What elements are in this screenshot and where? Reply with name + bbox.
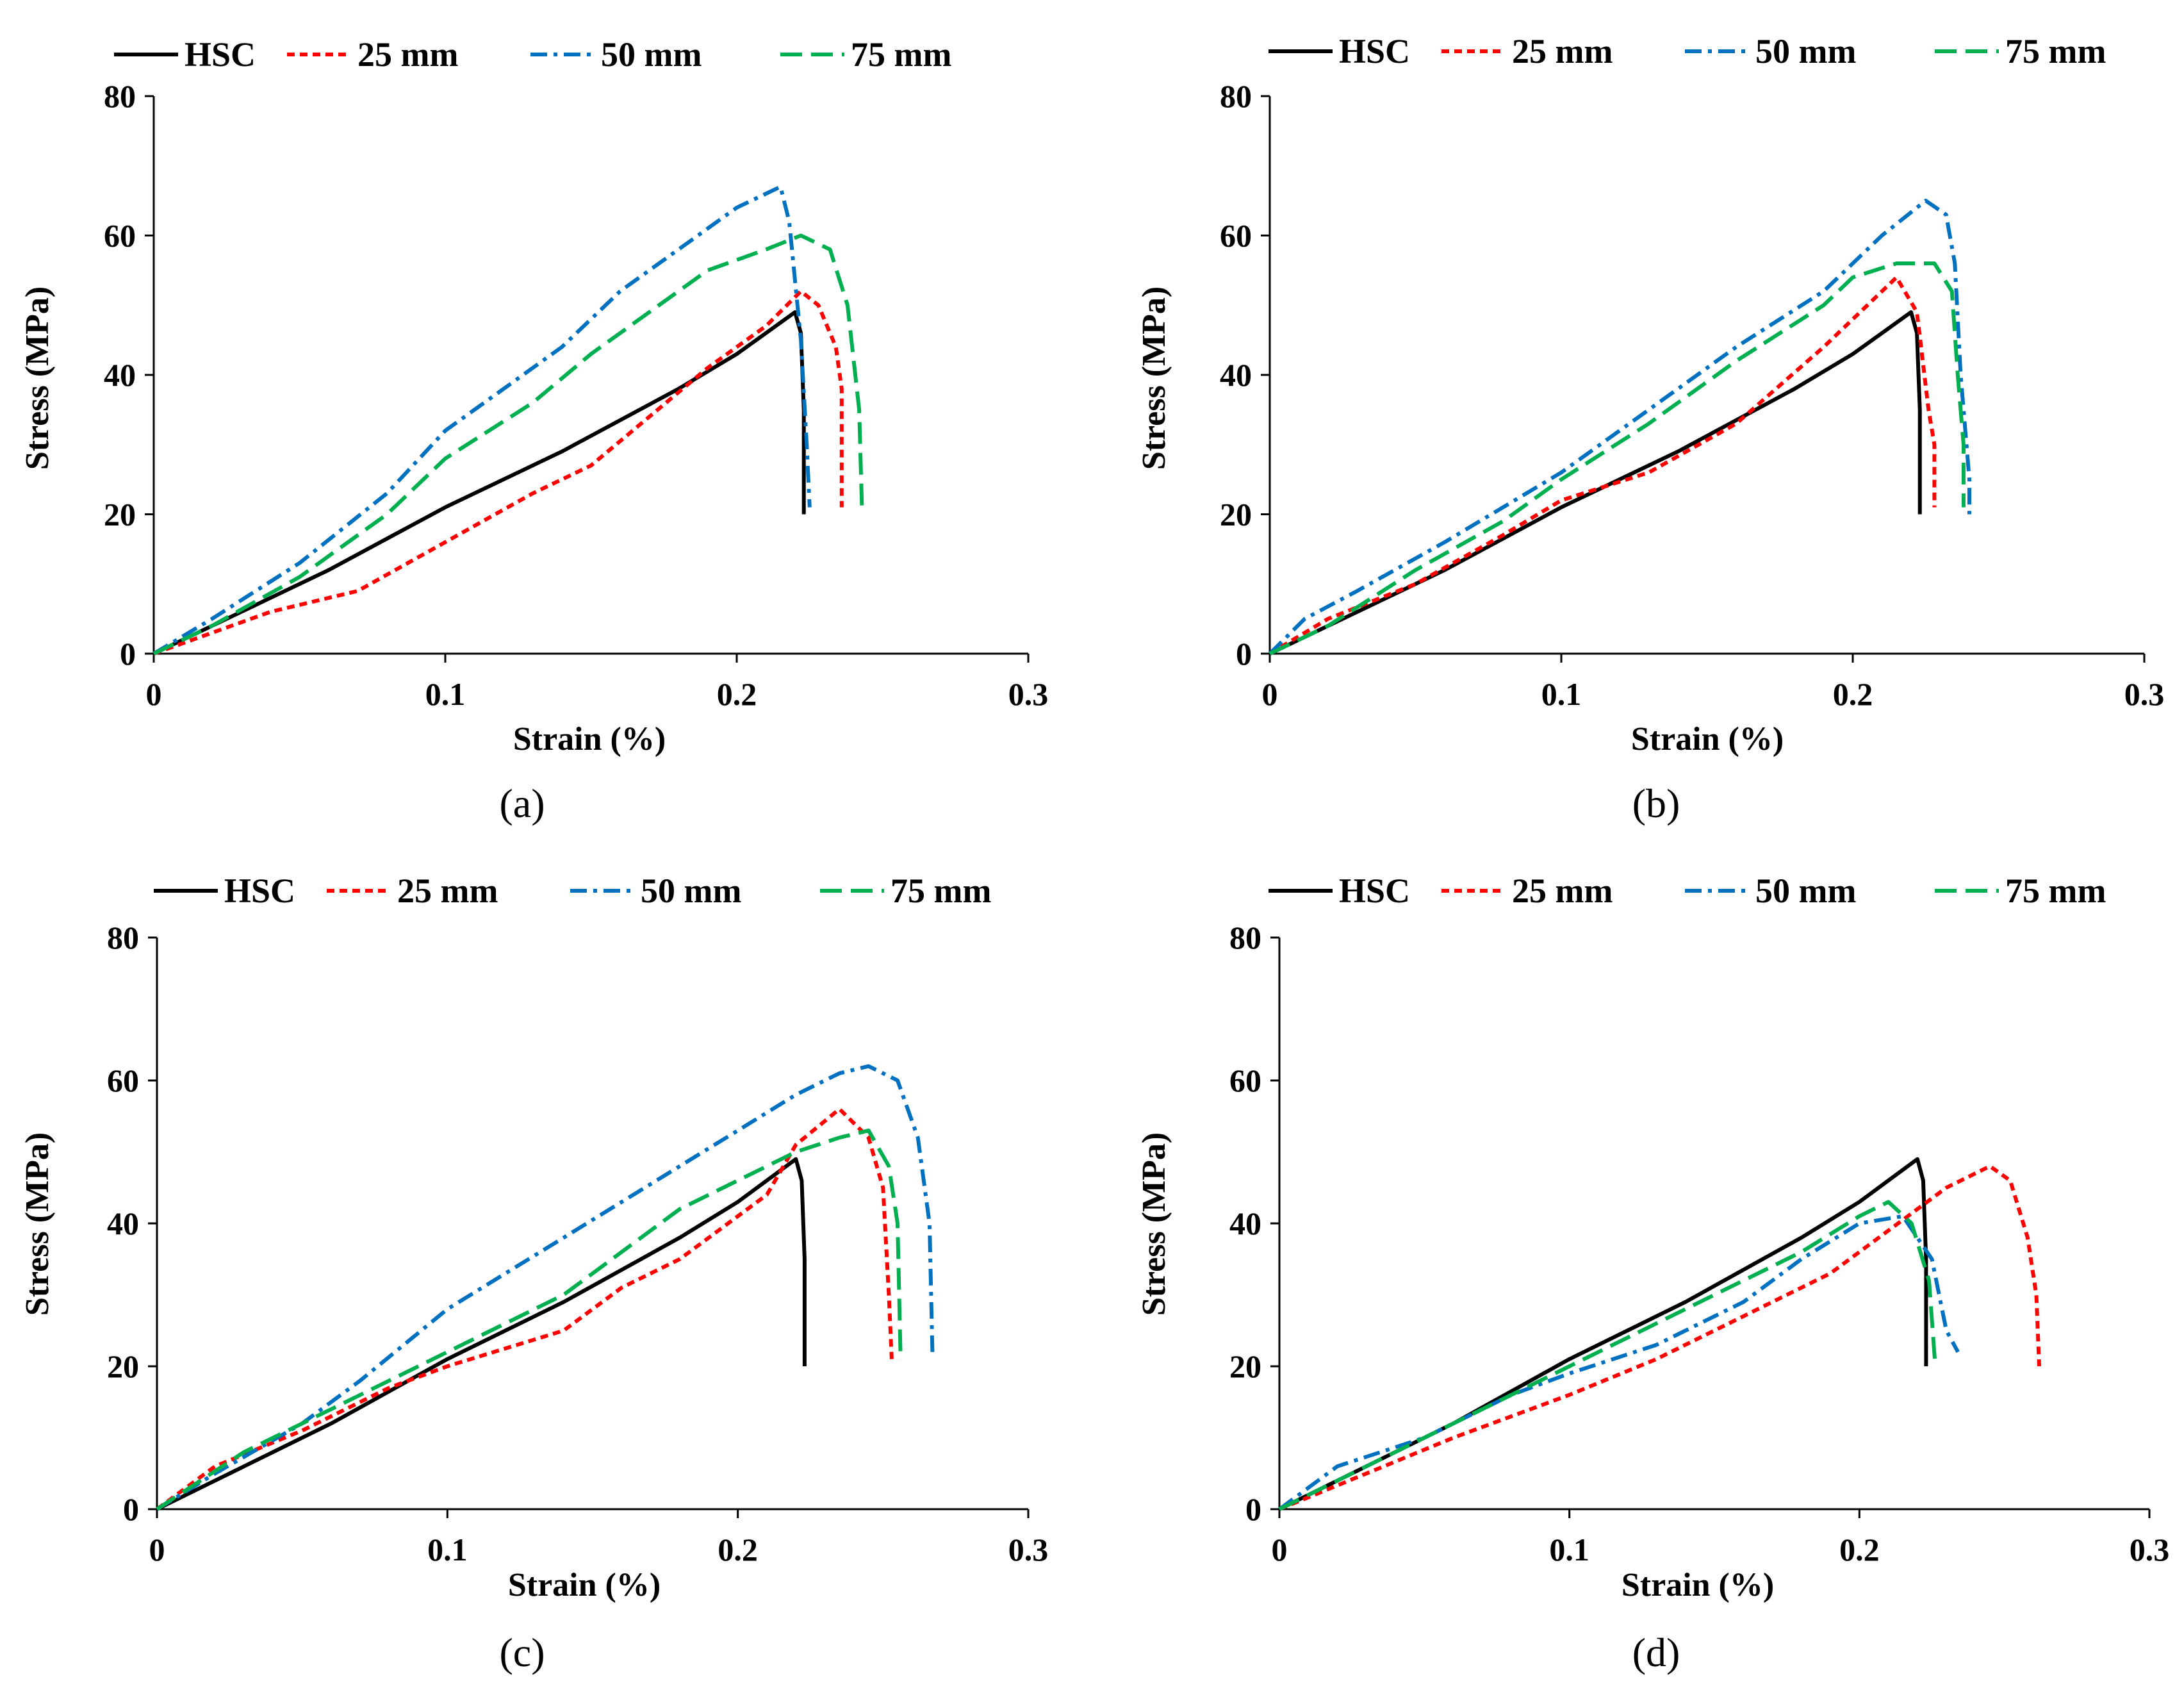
- y-tick-label: 0: [1236, 636, 1252, 672]
- x-tick-label: 0.1: [425, 676, 466, 712]
- y-tick-label: 60: [1229, 1063, 1261, 1098]
- y-tick-label: 80: [107, 920, 139, 955]
- x-axis-title: Strain (%): [1631, 721, 1784, 757]
- y-tick-label: 0: [120, 636, 136, 672]
- y-tick-label: 0: [123, 1491, 139, 1527]
- y-tick-label: 0: [1245, 1491, 1261, 1527]
- series-line-75-mm: [156, 1129, 903, 1511]
- legend-label: 25 mm: [1512, 872, 1613, 910]
- x-tick-label: 0.3: [1008, 1532, 1049, 1568]
- legend-label: 50 mm: [601, 35, 702, 74]
- y-axis-title: Stress (MPa): [1136, 1132, 1172, 1316]
- x-tick-label: 0.2: [717, 676, 757, 712]
- x-tick-label: 0.1: [1549, 1532, 1589, 1568]
- series-line-75-mm: [1278, 1200, 1937, 1511]
- legend-label: HSC: [185, 35, 256, 74]
- legend-label: 75 mm: [851, 35, 951, 74]
- x-tick-label: 0.1: [1541, 676, 1582, 712]
- legend-label: 50 mm: [1755, 872, 1856, 910]
- legend-label: 25 mm: [357, 35, 458, 74]
- y-tick-label: 60: [107, 1063, 139, 1098]
- y-tick-label: 60: [1220, 218, 1252, 254]
- series-line-25-mm: [1269, 275, 1937, 656]
- y-tick-label: 20: [104, 497, 136, 533]
- x-tick-label: 0.3: [2130, 1532, 2170, 1568]
- x-tick-label: 0.3: [1008, 676, 1049, 712]
- series-line-hsc: [1269, 310, 1922, 656]
- x-tick-label: 0.3: [2124, 676, 2165, 712]
- series-line-25-mm: [156, 1107, 894, 1511]
- series-line-50-mm: [1268, 199, 1971, 656]
- x-tick-label: 0: [1272, 1532, 1288, 1568]
- series-line-50-mm: [1278, 1214, 1960, 1511]
- legend-label: 75 mm: [2005, 872, 2106, 910]
- panel-label: (b): [1632, 781, 1680, 826]
- y-tick-label: 20: [1220, 497, 1252, 533]
- x-tick-label: 0.2: [1839, 1532, 1880, 1568]
- y-tick-label: 80: [104, 78, 136, 114]
- x-tick-label: 0.1: [427, 1532, 468, 1568]
- y-tick-label: 60: [104, 218, 136, 254]
- legend-label: HSC: [1339, 872, 1410, 910]
- x-tick-label: 0.2: [1833, 676, 1873, 712]
- x-tick-label: 0: [146, 676, 162, 712]
- chart-panel-0: 0 20 40 60 80 0 0.1 0.2 0.3 Strain (%) Stress (MPa…: [19, 35, 1048, 826]
- series-line-75-mm: [152, 233, 864, 656]
- legend-label: 50 mm: [641, 872, 741, 910]
- y-axis-title: Stress (MPa): [1136, 286, 1172, 470]
- series-line-50-mm: [152, 185, 812, 656]
- legend-label: HSC: [224, 872, 295, 910]
- series-line-75-mm: [1269, 261, 1966, 656]
- y-tick-label: 40: [107, 1205, 139, 1241]
- x-tick-label: 0: [1262, 676, 1278, 712]
- x-axis-title: Strain (%): [1622, 1567, 1774, 1603]
- legend-label: 25 mm: [1512, 32, 1613, 70]
- x-axis-title: Strain (%): [513, 721, 666, 757]
- x-tick-label: 0: [149, 1532, 165, 1568]
- legend-label: 25 mm: [397, 872, 498, 910]
- series-line-25-mm: [1278, 1164, 2041, 1511]
- legend-label: 75 mm: [891, 872, 991, 910]
- y-tick-label: 80: [1220, 78, 1252, 114]
- legend-label: HSC: [1339, 32, 1410, 70]
- series-line-hsc: [1278, 1157, 1928, 1511]
- chart-panel-2: 0 20 40 60 80 0 0.1 0.2 0.3 Strain (%) Stress (MPa…: [19, 872, 1048, 1675]
- panel-label: (d): [1632, 1630, 1680, 1675]
- y-tick-label: 40: [1229, 1205, 1261, 1241]
- y-tick-label: 40: [104, 357, 136, 393]
- y-tick-label: 20: [1229, 1348, 1261, 1384]
- y-tick-label: 40: [1220, 357, 1252, 393]
- y-tick-label: 20: [107, 1348, 139, 1384]
- y-axis-title: Stress (MPa): [19, 1132, 56, 1316]
- x-tick-label: 0.2: [718, 1532, 758, 1568]
- x-axis-title: Strain (%): [508, 1567, 661, 1603]
- panel-label: (a): [499, 781, 545, 826]
- series-line-50-mm: [156, 1064, 935, 1511]
- series-line-hsc: [156, 1157, 807, 1511]
- chart-panel-3: 0 20 40 60 80 0 0.1 0.2 0.3 Strain (%) Stress (MPa…: [1136, 872, 2169, 1675]
- legend-label: 75 mm: [2005, 32, 2106, 70]
- series-line-25-mm: [152, 289, 844, 656]
- y-axis-title: Stress (MPa): [19, 286, 56, 470]
- legend-label: 50 mm: [1755, 32, 1856, 70]
- y-tick-label: 80: [1229, 920, 1261, 955]
- panel-label: (c): [499, 1630, 545, 1675]
- chart-panel-1: 0 20 40 60 80 0 0.1 0.2 0.3 Strain (%) Stress (MPa…: [1136, 32, 2164, 826]
